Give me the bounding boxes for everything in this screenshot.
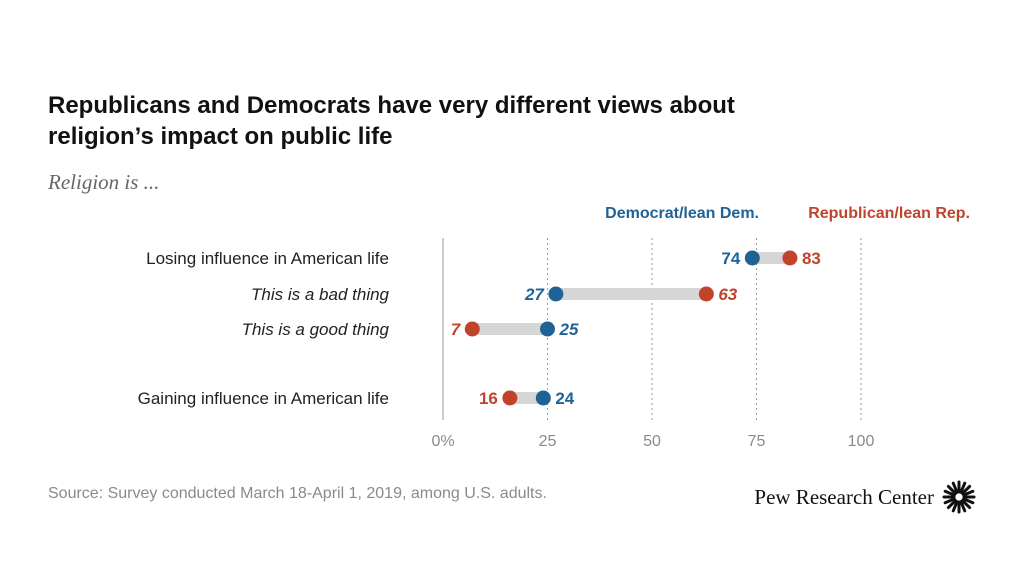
brand-name: Pew Research Center (754, 484, 934, 509)
dem-dot (540, 321, 555, 337)
rep-dot (464, 321, 480, 337)
tick-label: 75 (748, 433, 766, 450)
pew-logo: Pew Research Center (754, 480, 976, 514)
row-label: Losing influence in American life (146, 249, 389, 268)
source-note: Source: Survey conducted March 18-April … (48, 485, 547, 502)
rep-dot (698, 286, 714, 302)
chart-subtitle: Religion is ... (48, 170, 160, 194)
dem-dot (548, 286, 564, 302)
rep-value-label: 16 (479, 389, 498, 408)
row-label: This is a good thing (242, 320, 390, 339)
chart-title: Republicans and Democrats have very diff… (48, 92, 735, 150)
legend-dem: Democrat/lean Dem. (605, 205, 759, 222)
dem-value-label: 25 (559, 320, 579, 339)
dem-value-label: 24 (555, 389, 574, 408)
dem-dot (535, 390, 551, 406)
rep-value-label: 83 (802, 249, 821, 268)
legend-rep: Republican/lean Rep. (808, 205, 970, 222)
dem-value-label: 74 (721, 249, 740, 268)
row-label: This is a bad thing (251, 285, 390, 304)
rep-value-label: 7 (451, 320, 462, 339)
sunburst-icon (942, 480, 976, 514)
tick-label: 50 (643, 433, 661, 450)
tick-label: 0% (431, 433, 454, 450)
dem-value-label: 27 (524, 285, 545, 304)
rep-value-label: 63 (718, 285, 737, 304)
dem-dot (744, 250, 760, 266)
row-label: Gaining influence in American life (138, 389, 389, 408)
tick-label: 100 (848, 433, 875, 450)
tick-label: 25 (539, 433, 557, 450)
rep-dot (782, 250, 798, 266)
rep-dot (502, 390, 518, 406)
